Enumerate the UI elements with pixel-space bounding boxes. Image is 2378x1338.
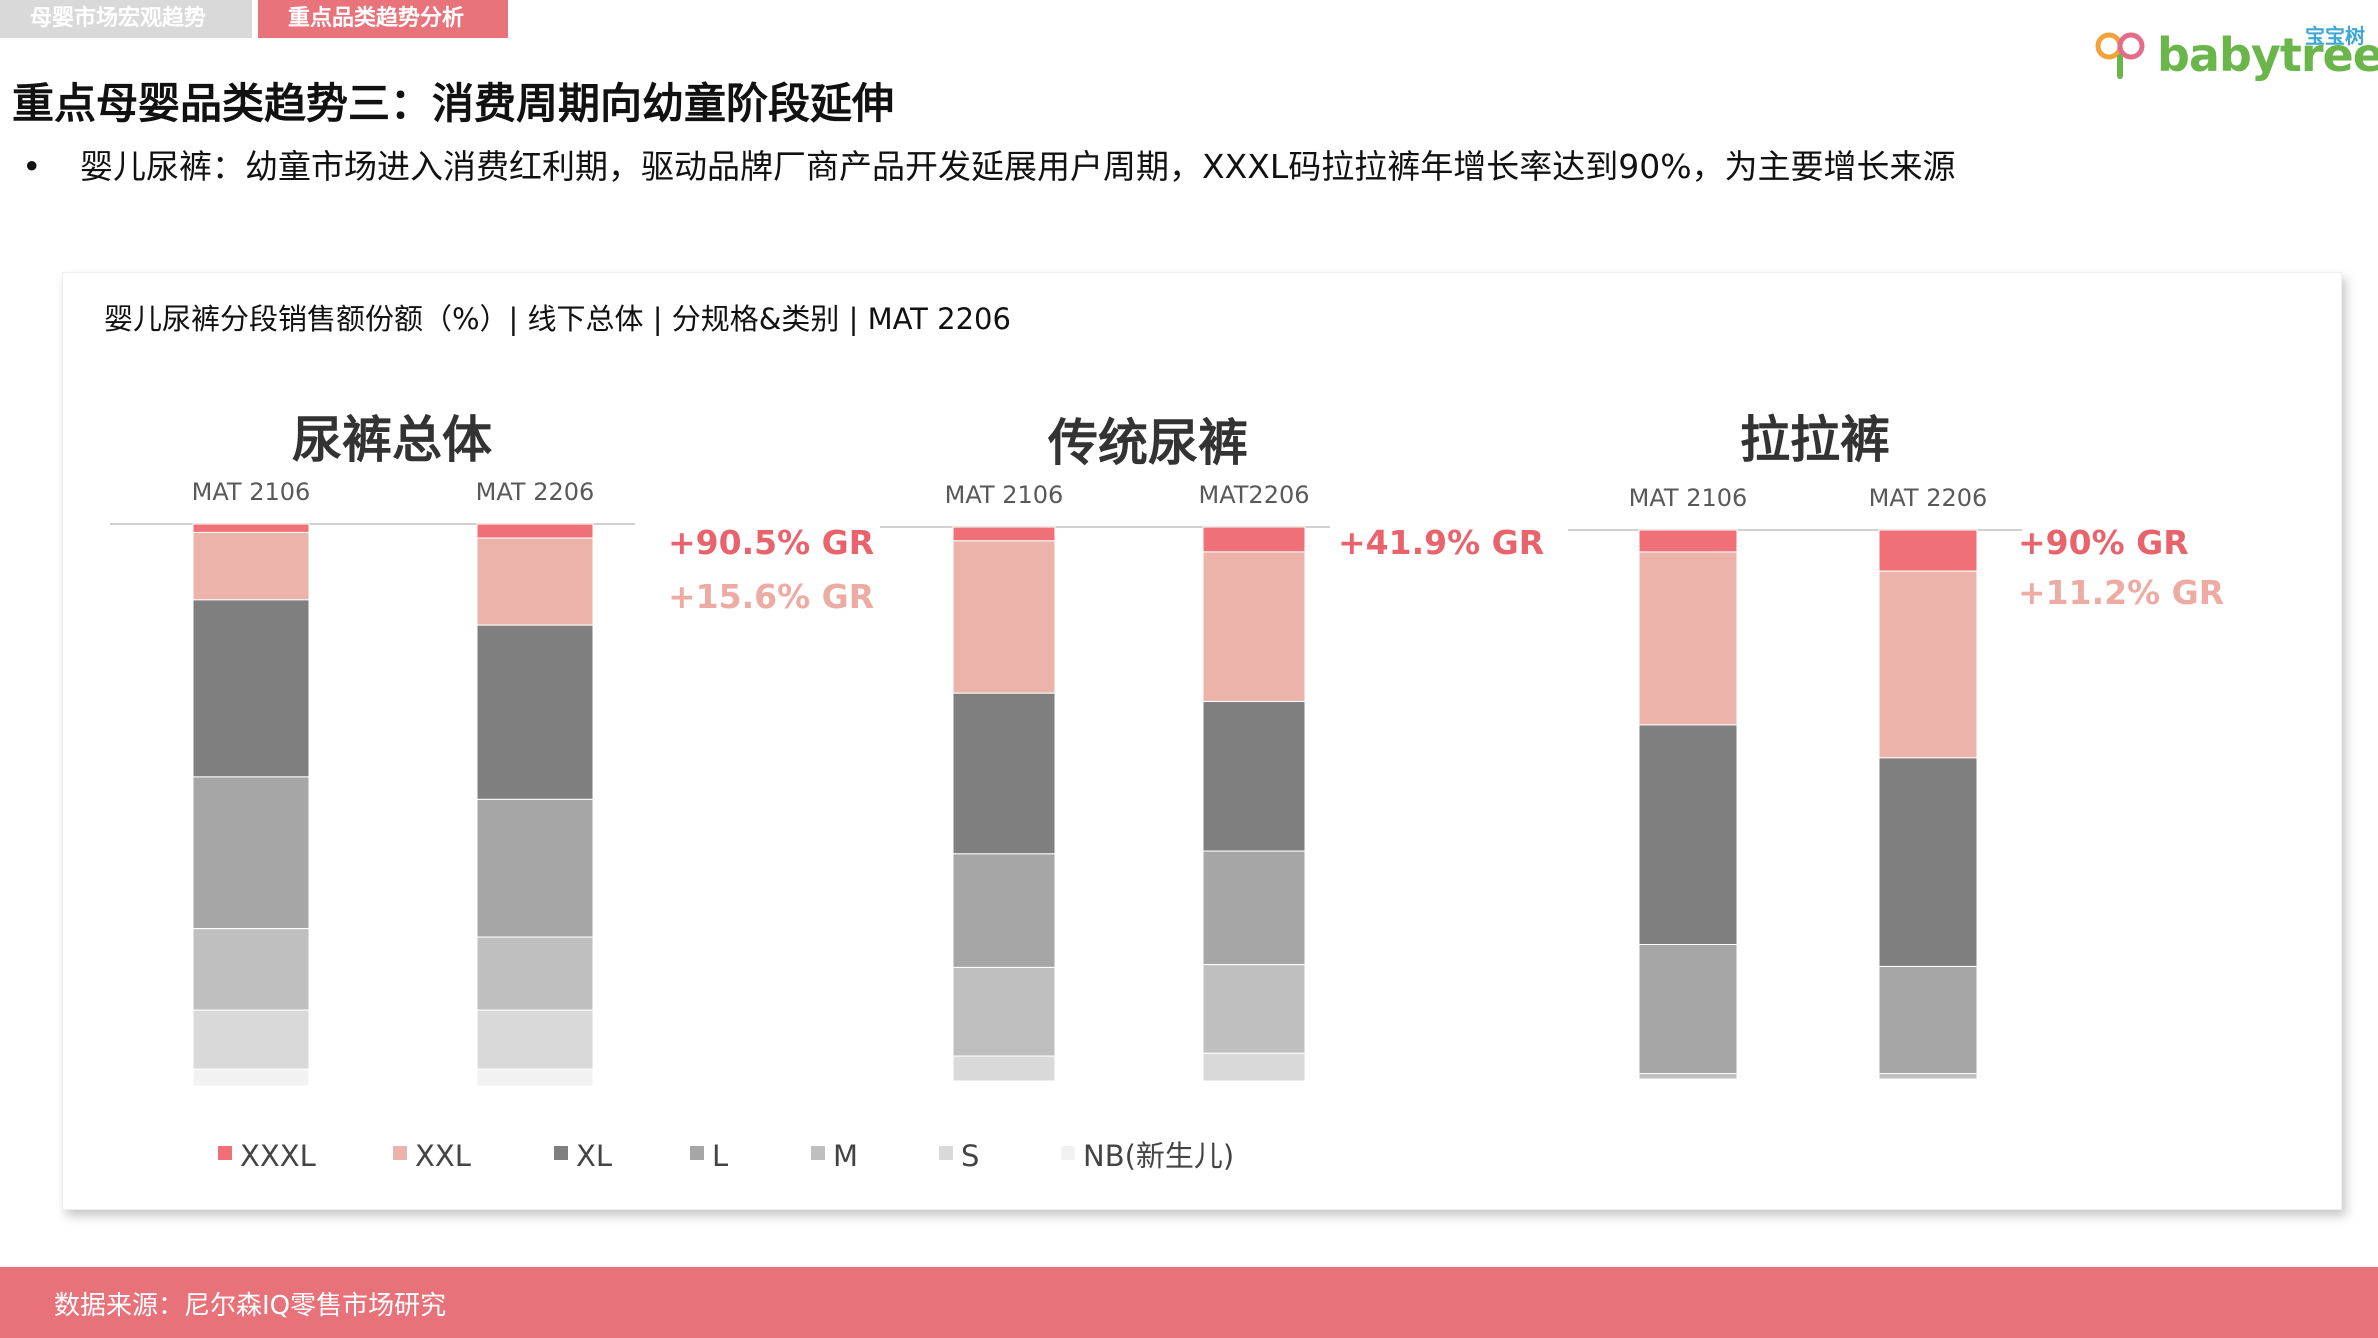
babytree-logo: babytree 宝宝树 [2095, 20, 2378, 82]
bullet-text: 婴儿尿裤：幼童市场进入消费红利期，驱动品牌厂商产品开发延展用户周期，XXXL码拉… [80, 147, 1956, 186]
legend-label: XL [576, 1139, 612, 1173]
legend-label: L [712, 1139, 728, 1173]
bar-segment [1878, 570, 1978, 759]
bar-segment [1202, 551, 1306, 703]
bar-segment [1878, 965, 1978, 1075]
bar-segment [952, 540, 1056, 694]
category-label: MAT 2106 [945, 481, 1064, 509]
tab-category-trend-analysis[interactable]: 重点品类趋势分析 [258, 0, 508, 38]
bar-segment [1878, 529, 1978, 572]
bar-segment [1638, 1073, 1738, 1080]
tab-bar: 母婴市场宏观趋势 重点品类趋势分析 [0, 0, 514, 38]
bar-segment [952, 853, 1056, 968]
bullet-marker: • [22, 147, 42, 186]
bar-segment [192, 599, 310, 778]
bar-segment [1638, 529, 1738, 553]
bar-segment [476, 1068, 594, 1087]
babytree-logo-icon [2095, 32, 2145, 79]
bar-segment [1202, 526, 1306, 553]
bar-segment [192, 1009, 310, 1070]
category-label: MAT 2206 [476, 478, 595, 506]
bar-segment [476, 624, 594, 800]
legend-label: XXL [415, 1139, 471, 1173]
bar-segment [476, 1009, 594, 1070]
legend-label: S [961, 1139, 979, 1173]
bar-segment [1878, 757, 1978, 967]
category-label: MAT 2106 [192, 478, 311, 506]
chart-card-subtitle: 婴儿尿裤分段销售额份额（%）| 线下总体 | 分规格&类别 | MAT 2206 [104, 302, 1011, 336]
bar-segment [952, 692, 1056, 855]
category-label: MAT2206 [1199, 481, 1310, 509]
category-label: MAT 2206 [1869, 484, 1988, 512]
growth-annotation: +90.5% GR [668, 523, 874, 562]
legend-label: NB(新生儿) [1083, 1139, 1234, 1173]
legend-swatch [1061, 1146, 1075, 1160]
bar-segment [476, 537, 594, 626]
bar-segment [192, 1068, 310, 1087]
bar-segment [952, 1055, 1056, 1082]
legend-swatch [811, 1146, 825, 1160]
category-label: MAT 2106 [1629, 484, 1748, 512]
growth-annotation: +90% GR [2018, 523, 2189, 562]
page-title: 重点母婴品类趋势三：消费周期向幼童阶段延伸 [12, 79, 895, 128]
bar-segment [1638, 943, 1738, 1075]
growth-annotation: +15.6% GR [668, 577, 874, 616]
bar-segment [1202, 964, 1306, 1054]
legend-swatch [393, 1146, 407, 1160]
bar-segment [476, 523, 594, 539]
bar-segment [1638, 724, 1738, 945]
bar-segment [192, 928, 310, 1011]
bar-segment [1638, 551, 1738, 726]
bar-segment [192, 531, 310, 601]
legend-swatch [554, 1146, 568, 1160]
bullet-point: • 婴儿尿裤：幼童市场进入消费红利期，驱动品牌厂商产品开发延展用户周期，XXXL码… [22, 140, 1956, 188]
logo-brand-text: babytree [2157, 28, 2378, 82]
bar-segment [1202, 701, 1306, 852]
footer-bar: 数据来源：尼尔森IQ零售市场研究 [0, 1267, 2378, 1338]
bar-segment [1202, 850, 1306, 966]
bar-segment [1202, 1052, 1306, 1082]
logo-cn-text: 宝宝树 [2305, 24, 2365, 48]
bar-segment [476, 798, 594, 938]
bar-segment [952, 966, 1056, 1057]
panel-title: 拉拉裤 [1740, 411, 1890, 469]
growth-annotation: +11.2% GR [2018, 573, 2224, 612]
bar-segment [476, 936, 594, 1011]
bar-segment [1878, 1073, 1978, 1080]
legend-label: XXXL [240, 1139, 316, 1173]
bar-segment [952, 526, 1056, 542]
bar-segment [192, 523, 310, 533]
tab-market-macro-trend[interactable]: 母婴市场宏观趋势 [0, 0, 252, 38]
legend-label: M [833, 1139, 858, 1173]
legend-swatch [690, 1146, 704, 1160]
bar-segment [192, 776, 310, 930]
panel-title: 传统尿裤 [1047, 414, 1248, 472]
footer-source: 数据来源：尼尔森IQ零售市场研究 [54, 1291, 447, 1321]
legend-swatch [218, 1146, 232, 1160]
growth-annotation: +41.9% GR [1338, 523, 1544, 562]
panel-title: 尿裤总体 [292, 411, 492, 469]
legend-swatch [939, 1146, 953, 1160]
